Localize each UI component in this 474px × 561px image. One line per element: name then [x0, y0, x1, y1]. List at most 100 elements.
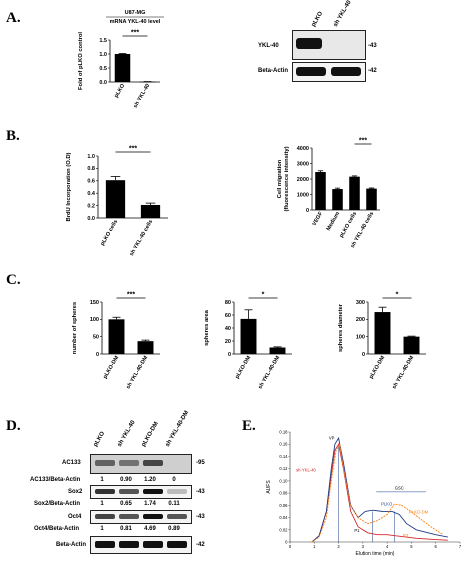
bar	[140, 204, 161, 218]
x-tick-label: 4	[386, 544, 389, 549]
bar	[366, 188, 377, 210]
blot-d-ratio: 0.81	[120, 526, 132, 532]
chart-a-bar: U87-MG mRNA YKL-40 level 0.0 0.5 1.0 1.5 Fold …	[78, 10, 164, 108]
blot-d-lane-1: pLKO	[92, 430, 107, 448]
bar	[403, 336, 420, 354]
blot-a-band-row	[292, 30, 366, 60]
series-line	[311, 442, 448, 543]
y-tick-label: 1000	[297, 192, 309, 198]
blot-band	[167, 514, 187, 519]
y-tick-label: 3000	[297, 161, 309, 167]
blot-band	[296, 67, 326, 76]
x-tick-label: VEGF	[312, 210, 325, 227]
chart-e-line: 0 0.02 0.04 0.06 0.08 0.10 0.12 0.14 0.16 0.18 0 1 2…	[266, 430, 462, 558]
blot-band	[143, 460, 163, 466]
x-tick-label: 5	[410, 544, 413, 549]
bar	[139, 81, 156, 83]
blot-band	[119, 541, 139, 548]
blot-d-row-label: Oct4	[68, 514, 82, 520]
bar	[240, 318, 257, 354]
blot-d-ratio-label: AC133/Beta-Actin	[30, 477, 81, 483]
blot-d-ratio: 1.20	[144, 477, 156, 483]
x-tick-label: pLKO-DM	[234, 355, 252, 380]
blot-a-lane-1: pLKO	[310, 10, 325, 28]
bar	[105, 180, 126, 218]
bar	[332, 189, 343, 210]
blot-a-band-row	[292, 62, 366, 82]
panel-letter-c: C.	[6, 272, 21, 288]
x-tick-label: 0	[289, 544, 292, 549]
annotation-label: GSC	[395, 485, 404, 490]
blot-a-size: -42	[368, 68, 377, 74]
blot-band	[119, 489, 139, 494]
significance-label: ***	[129, 146, 137, 153]
y-tick-label: 200	[356, 317, 365, 323]
y-tick-label: 60	[225, 313, 231, 319]
y-axis-label: spheres diameter	[338, 303, 344, 352]
y-tick-label: 2000	[297, 177, 309, 183]
x-tick-label: sh YKL-40-DM	[257, 355, 281, 391]
bar	[137, 341, 154, 354]
y-tick-label: 0.5	[99, 66, 107, 72]
chart-b2-bar: 0 1000 2000 3000 4000 Cell migration(fluoresc…	[277, 138, 380, 249]
blot-band	[296, 38, 322, 49]
blot-d-size: -42	[196, 542, 205, 548]
chart-b1-bar: 0.0 0.2 0.4 0.6 0.8 1.0 BrdU Incorporation (O.…	[66, 146, 168, 257]
x-tick-label: pLKO-DM	[102, 355, 120, 380]
y-tick-label: 0.2	[87, 203, 95, 209]
blot-d-ratio: 0.90	[120, 477, 132, 483]
x-tick-label: sh YKL-40-DM	[125, 355, 149, 391]
y-tick-label: 50	[93, 334, 99, 340]
y-tick-label: 0.06	[279, 503, 288, 508]
y-tick-label: 80	[225, 300, 231, 306]
blot-band	[119, 460, 139, 466]
blot-d-band-row	[90, 510, 192, 524]
blot-d-band-row	[90, 454, 192, 474]
blot-d-lane-4: sh YKL-40-DM	[164, 409, 191, 448]
chart-c3-bar: 0 100 200 300 spheres diameter pLKO-DM sh YKL-…	[338, 292, 426, 390]
y-tick-label: 0.18	[279, 430, 288, 435]
x-tick-label: 3	[362, 544, 365, 549]
annotation-label: P3	[403, 533, 409, 538]
y-tick-label: 0.02	[279, 527, 288, 532]
y-tick-label: 40	[225, 326, 231, 332]
y-axis-label: spheres area	[204, 309, 210, 346]
x-tick-label: 1	[313, 544, 316, 549]
significance-label: ***	[131, 30, 139, 37]
y-tick-label: 1.5	[99, 38, 107, 44]
y-tick-label: 300	[356, 300, 365, 306]
x-tick-label: 6	[435, 544, 438, 549]
blot-a-size: -43	[368, 43, 377, 49]
blot-d-size: -43	[196, 514, 205, 520]
bar	[114, 54, 131, 82]
x-tick-label: sh YKL-40	[133, 83, 152, 108]
bar	[108, 319, 125, 354]
y-tick-label: 0.16	[279, 442, 288, 447]
y-tick-label: 0.14	[279, 454, 288, 459]
blot-band	[143, 514, 163, 519]
y-tick-label: 0.08	[279, 491, 288, 496]
blot-band	[95, 460, 115, 466]
x-tick-label: pLKO-DM	[368, 355, 386, 380]
blot-d-lane-3: pLKO-DM	[140, 421, 160, 448]
significance-label: ***	[359, 138, 367, 145]
y-tick-label: 0.8	[87, 166, 95, 172]
y-tick-label: 0.0	[87, 216, 95, 222]
y-tick-label: 1.0	[99, 52, 107, 58]
x-tick-label: 2	[337, 544, 340, 549]
y-tick-label: 20	[225, 339, 231, 345]
significance-label: ***	[127, 292, 135, 299]
blot-band	[143, 489, 163, 494]
blot-band	[167, 541, 187, 548]
series-label: PLKO-DM	[409, 509, 429, 514]
y-axis-label: AUFS	[266, 480, 272, 494]
panel-letter-e: E.	[242, 418, 256, 434]
y-axis-label: Cell migration(fluorescence intensity)	[277, 146, 290, 211]
y-axis-label: BrdU Incorporation (O.D)	[66, 152, 72, 221]
panel-letter-a: A.	[6, 10, 21, 26]
blot-band	[143, 541, 163, 548]
x-tick-label: Medium	[326, 211, 342, 232]
series-line	[311, 436, 448, 543]
x-axis-label: Elution time (min)	[356, 551, 395, 557]
blot-d-size: -43	[196, 489, 205, 495]
